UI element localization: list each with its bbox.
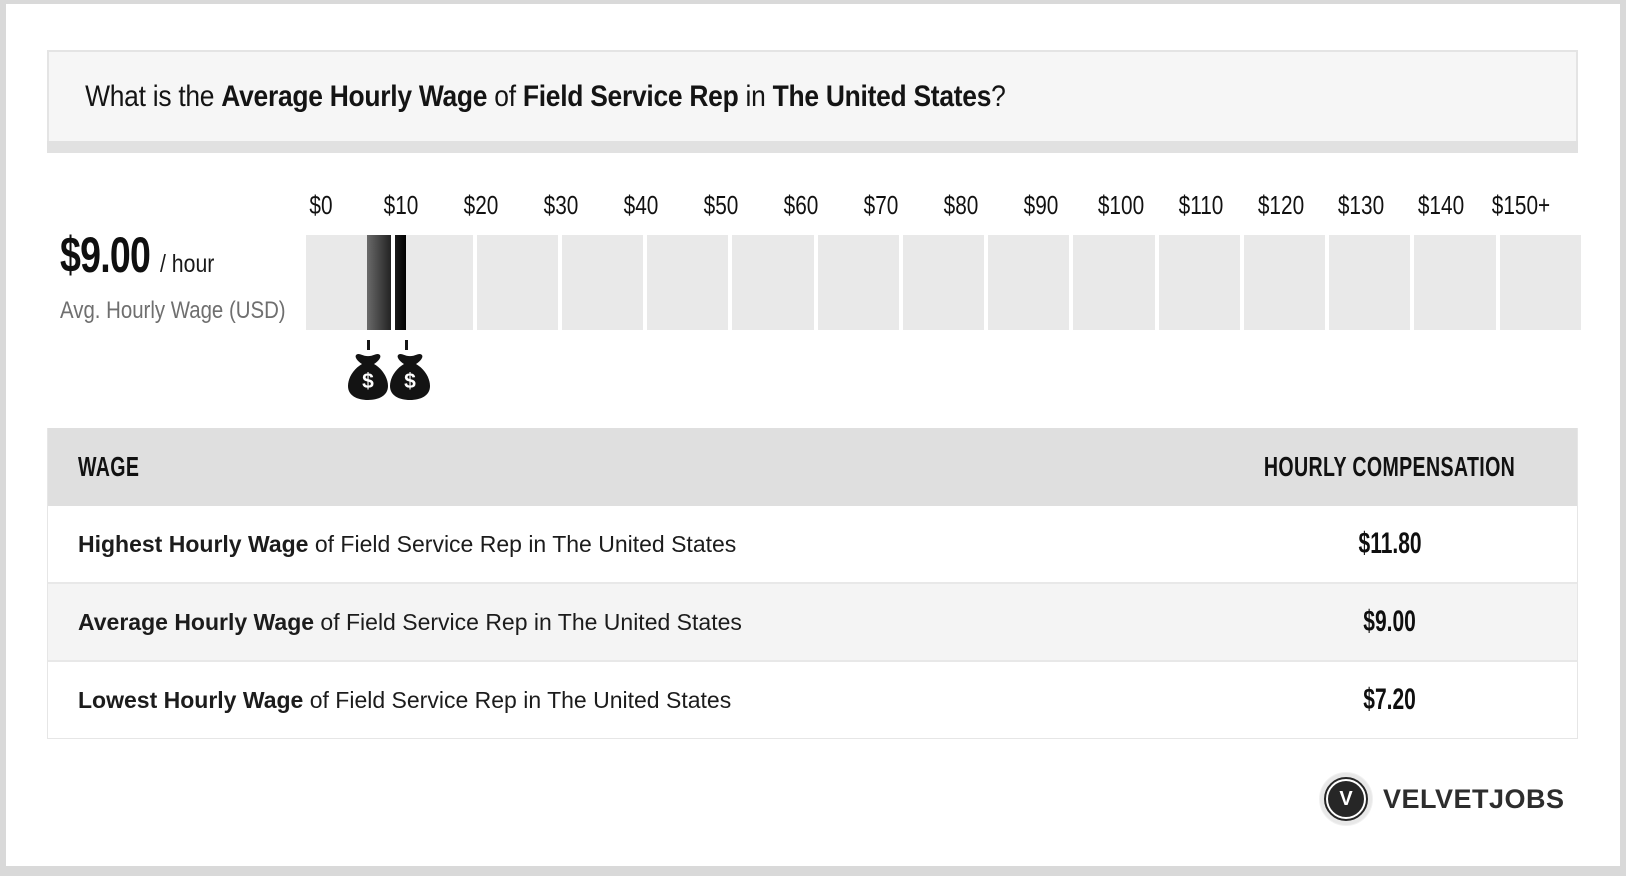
row-value-cell: $9.00: [1203, 605, 1577, 639]
money-bag-icon: $: [348, 353, 388, 400]
scale-segment: [902, 235, 985, 330]
velvetjobs-logo[interactable]: V VELVETJOBS: [1320, 772, 1565, 826]
table-row-highest: Highest Hourly Wage of Field Service Rep…: [48, 506, 1577, 582]
row-term: Highest Hourly Wage: [78, 530, 309, 557]
row-description: of Field Service Rep in The United State…: [303, 686, 732, 713]
wage-scale-track: [306, 235, 1581, 330]
row-value-cell: $7.20: [1203, 683, 1577, 717]
axis-tick-label: $90: [1023, 190, 1059, 220]
axis-tick-label: $110: [1178, 190, 1224, 220]
title-segment: ?: [991, 79, 1006, 113]
axis-tick-label: $0: [309, 190, 333, 220]
lowest-wage-value: $7.20: [1363, 683, 1417, 716]
title-segment-job-title: Field Service Rep: [522, 79, 739, 113]
axis-tick-label: $30: [543, 190, 579, 220]
axis-tick-label: $50: [703, 190, 739, 220]
scale-segment: [647, 235, 729, 330]
money-bag-icon: $: [390, 353, 430, 400]
wage-axis-labels: $0 $10 $20 $30 $40 $50 $60 $70 $80 $90 $…: [281, 190, 1561, 220]
row-label: Average Hourly Wage of Field Service Rep…: [48, 609, 1203, 636]
average-wage-value: $9.00: [60, 227, 151, 283]
money-bag-shape: [390, 354, 430, 400]
wage-range-bar: [367, 235, 406, 330]
dollar-symbol: $: [362, 370, 374, 393]
scale-segment: [1073, 235, 1155, 330]
highest-wage-tick: [405, 340, 408, 350]
axis-tick-label: $140: [1417, 190, 1465, 220]
average-wage-label: Avg. Hourly Wage (USD): [60, 297, 286, 324]
table-row-lowest: Lowest Hourly Wage of Field Service Rep …: [48, 662, 1577, 738]
title-segment: What is the: [85, 79, 222, 113]
title-segment-average-hourly-wage: Average Hourly Wage: [221, 79, 488, 113]
scale-segment: [1243, 235, 1326, 330]
table-header-row: WAGE HOURLY COMPENSATION: [48, 428, 1577, 506]
velvetjobs-wordmark: VELVETJOBS: [1383, 783, 1565, 814]
highest-wage-value: $11.80: [1358, 527, 1422, 560]
scale-segment: [817, 235, 899, 330]
logo-initial: V: [1339, 787, 1353, 810]
scale-segment: [988, 235, 1070, 330]
row-label: Lowest Hourly Wage of Field Service Rep …: [48, 687, 1203, 714]
scale-segment: [1499, 235, 1581, 330]
col-header-wage-cell: WAGE: [48, 451, 1203, 483]
title-segment-location: The United States: [772, 79, 992, 113]
axis-tick-label: $80: [943, 190, 979, 220]
scale-segment: [476, 235, 558, 330]
axis-tick-label: $40: [623, 190, 659, 220]
scale-segment: [561, 235, 644, 330]
wage-table: WAGE HOURLY COMPENSATION Highest Hourly …: [47, 428, 1578, 739]
axis-tick-label: $100: [1097, 190, 1145, 220]
page-title: What is the Average Hourly Wage of Field…: [49, 80, 1006, 114]
velvetjobs-logo-icon: V: [1320, 773, 1372, 825]
scale-segment: [1414, 235, 1496, 330]
col-header-hourly-compensation: HOURLY COMPENSATION: [1264, 451, 1516, 482]
col-header-wage: WAGE: [78, 451, 140, 482]
axis-tick-label: $120: [1257, 190, 1305, 220]
scale-segment: [732, 235, 814, 330]
row-value-cell: $11.80: [1203, 527, 1577, 561]
header-divider-band: [47, 141, 1578, 153]
question-header-box: What is the Average Hourly Wage of Field…: [47, 50, 1578, 143]
row-description: of Field Service Rep in The United State…: [308, 530, 737, 557]
row-label: Highest Hourly Wage of Field Service Rep…: [48, 531, 1203, 558]
money-bag-shape: [348, 354, 388, 400]
axis-tick-label: $60: [783, 190, 819, 220]
infographic-card: What is the Average Hourly Wage of Field…: [6, 4, 1620, 866]
axis-tick-label: $20: [463, 190, 499, 220]
average-wage-unit: / hour: [160, 250, 215, 278]
scale-segment: [1158, 235, 1240, 330]
dollar-symbol: $: [404, 370, 416, 393]
logo-inner-ring: [1326, 779, 1366, 819]
axis-tick-label: $10: [383, 190, 419, 220]
axis-tick-label: $150+: [1491, 190, 1551, 220]
table-row-average: Average Hourly Wage of Field Service Rep…: [48, 582, 1577, 662]
row-term: Lowest Hourly Wage: [78, 686, 304, 713]
title-segment: of: [487, 79, 523, 113]
title-segment: in: [738, 79, 773, 113]
lowest-wage-tick: [367, 340, 370, 350]
col-header-compensation-cell: HOURLY COMPENSATION: [1203, 451, 1577, 483]
segment-gap-overlay: [391, 235, 395, 330]
row-description: of Field Service Rep in The United State…: [314, 608, 742, 635]
scale-segment: [1329, 235, 1411, 330]
axis-tick-label: $130: [1337, 190, 1385, 220]
average-wage-stat: $9.00 / hour: [60, 226, 224, 284]
axis-tick-label: $70: [863, 190, 899, 220]
average-wage-table-value: $9.00: [1363, 605, 1417, 638]
row-term: Average Hourly Wage: [78, 608, 315, 635]
